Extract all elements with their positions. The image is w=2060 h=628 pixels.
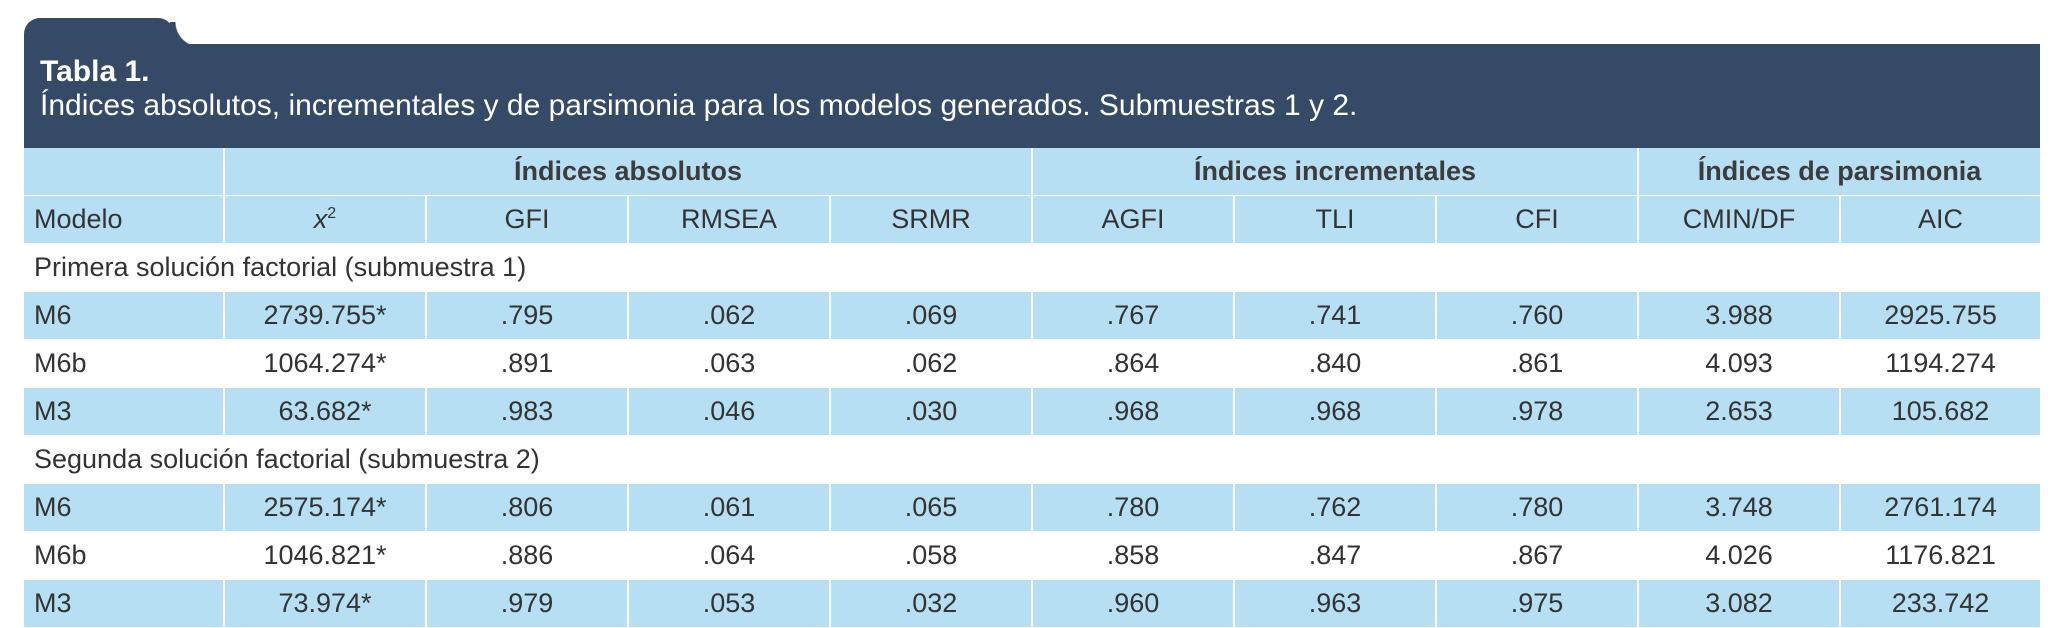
chi-superscript: 2 <box>327 205 337 222</box>
chi-symbol: x <box>313 204 328 234</box>
cell-aic: 1194.274 <box>1839 339 2041 388</box>
cell-aic: 105.682 <box>1839 387 2041 436</box>
cell-aic: 2761.174 <box>1839 483 2041 532</box>
cell-tli: .741 <box>1233 291 1436 340</box>
cell-chi-square: 1046.821* <box>223 531 426 580</box>
column-header-modelo: Modelo <box>24 195 224 244</box>
caption-tab <box>24 18 200 46</box>
cell-cfi: .978 <box>1434 387 1639 436</box>
table-caption: Tabla 1. Índices absolutos, incrementale… <box>24 44 2040 148</box>
cell-srmr: .065 <box>829 483 1032 532</box>
cell-cfi: .861 <box>1434 339 1639 388</box>
cell-tli: .840 <box>1233 339 1436 388</box>
cell-gfi: .795 <box>425 291 628 340</box>
cell-cfi: .760 <box>1434 291 1639 340</box>
column-header-chi-square: x2 <box>223 195 426 244</box>
cell-modelo: M3 <box>24 387 224 436</box>
column-header-agfi: AGFI <box>1031 195 1234 244</box>
cell-modelo: M6b <box>24 339 224 388</box>
column-header-srmr: SRMR <box>829 195 1032 244</box>
table-subtitle: Índices absolutos, incrementales y de pa… <box>40 89 1358 122</box>
column-header-rmsea: RMSEA <box>627 195 830 244</box>
column-header-cmin-df: CMIN/DF <box>1637 195 1841 244</box>
cell-cfi: .867 <box>1434 531 1639 580</box>
group-header-row: Índices absolutos Índices incrementales … <box>24 148 2041 196</box>
cell-srmr: .032 <box>829 579 1032 628</box>
cell-chi-square: 2575.174* <box>223 483 426 532</box>
cell-agfi: .960 <box>1031 579 1234 628</box>
fit-indices-table: Índices absolutos Índices incrementales … <box>24 148 2041 628</box>
cell-agfi: .780 <box>1031 483 1234 532</box>
group-header-incrementales: Índices incrementales <box>1030 148 1639 196</box>
group-header-empty <box>24 148 224 196</box>
cell-rmsea: .046 <box>627 387 830 436</box>
cell-aic: 1176.821 <box>1839 531 2041 580</box>
cell-cfi: .780 <box>1434 483 1639 532</box>
table-row: M6 2575.174* .806 .061 .065 .780 .762 .7… <box>24 483 2041 532</box>
cell-gfi: .806 <box>425 483 628 532</box>
column-header-row: Modelo x2 GFI RMSEA SRMR AGFI TLI CFI CM… <box>24 195 2041 244</box>
section-label: Primera solución factorial (submuestra 1… <box>24 243 2041 292</box>
cell-cmin-df: 2.653 <box>1637 387 1841 436</box>
table-row: M6b 1064.274* .891 .063 .062 .864 .840 .… <box>24 339 2041 388</box>
cell-rmsea: .064 <box>627 531 830 580</box>
cell-tli: .968 <box>1233 387 1436 436</box>
cell-aic: 233.742 <box>1839 579 2041 628</box>
cell-cmin-df: 3.988 <box>1637 291 1841 340</box>
group-header-parsimonia: Índices de parsimonia <box>1637 148 2041 196</box>
cell-gfi: .983 <box>425 387 628 436</box>
cell-agfi: .858 <box>1031 531 1234 580</box>
cell-cfi: .975 <box>1434 579 1639 628</box>
table-title: Tabla 1. <box>40 55 150 88</box>
cell-tli: .963 <box>1233 579 1436 628</box>
cell-cmin-df: 4.026 <box>1637 531 1841 580</box>
cell-chi-square: 2739.755* <box>223 291 426 340</box>
cell-chi-square: 63.682* <box>223 387 426 436</box>
column-header-tli: TLI <box>1233 195 1436 244</box>
cell-aic: 2925.755 <box>1839 291 2041 340</box>
cell-rmsea: .063 <box>627 339 830 388</box>
cell-rmsea: .062 <box>627 291 830 340</box>
cell-tli: .762 <box>1233 483 1436 532</box>
cell-modelo: M6b <box>24 531 224 580</box>
section-label: Segunda solución factorial (submuestra 2… <box>24 435 2041 484</box>
cell-srmr: .030 <box>829 387 1032 436</box>
cell-rmsea: .053 <box>627 579 830 628</box>
table-row: M6b 1046.821* .886 .064 .058 .858 .847 .… <box>24 531 2041 580</box>
cell-tli: .847 <box>1233 531 1436 580</box>
cell-modelo: M6 <box>24 291 224 340</box>
cell-cmin-df: 3.748 <box>1637 483 1841 532</box>
cell-modelo: M6 <box>24 483 224 532</box>
cell-chi-square: 1064.274* <box>223 339 426 388</box>
group-header-absolutos: Índices absolutos <box>223 148 1032 196</box>
table-row: M3 63.682* .983 .046 .030 .968 .968 .978… <box>24 387 2041 436</box>
cell-modelo: M3 <box>24 579 224 628</box>
section-row: Primera solución factorial (submuestra 1… <box>24 243 2041 292</box>
table-row: M6 2739.755* .795 .062 .069 .767 .741 .7… <box>24 291 2041 340</box>
column-header-cfi: CFI <box>1434 195 1639 244</box>
cell-rmsea: .061 <box>627 483 830 532</box>
cell-srmr: .058 <box>829 531 1032 580</box>
cell-gfi: .891 <box>425 339 628 388</box>
cell-srmr: .062 <box>829 339 1032 388</box>
cell-cmin-df: 4.093 <box>1637 339 1841 388</box>
cell-agfi: .968 <box>1031 387 1234 436</box>
section-row: Segunda solución factorial (submuestra 2… <box>24 435 2041 484</box>
cell-gfi: .886 <box>425 531 628 580</box>
cell-agfi: .864 <box>1031 339 1234 388</box>
cell-chi-square: 73.974* <box>223 579 426 628</box>
column-header-gfi: GFI <box>425 195 628 244</box>
cell-agfi: .767 <box>1031 291 1234 340</box>
cell-gfi: .979 <box>425 579 628 628</box>
column-header-aic: AIC <box>1839 195 2041 244</box>
cell-srmr: .069 <box>829 291 1032 340</box>
cell-cmin-df: 3.082 <box>1637 579 1841 628</box>
table-row: M3 73.974* .979 .053 .032 .960 .963 .975… <box>24 579 2041 628</box>
